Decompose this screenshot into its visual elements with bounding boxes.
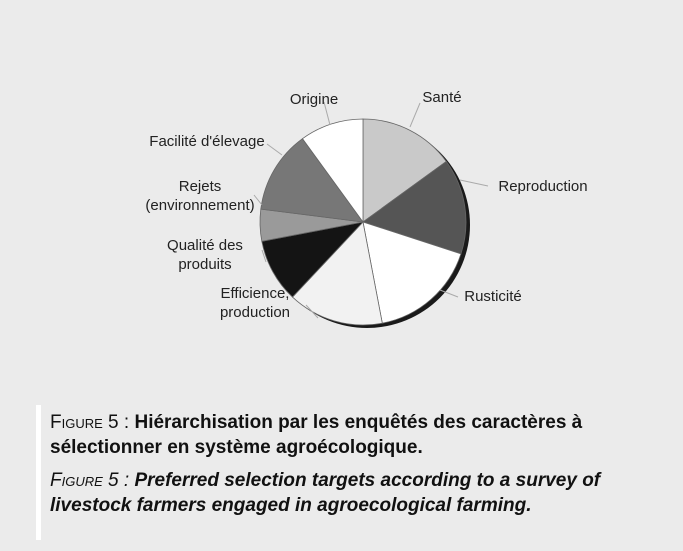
slice-label: Rejets (environnement) xyxy=(145,178,255,214)
caption-en: Figure 5 : Preferred selection targets a… xyxy=(50,468,670,518)
slice-label: Origine xyxy=(289,91,339,108)
caption-fr: Figure 5 : Hiérarchisation par les enquê… xyxy=(50,410,670,460)
caption-label: Figure 5 : xyxy=(50,412,130,433)
pie-slice xyxy=(362,160,467,255)
slice-label: Efficience, production xyxy=(219,285,291,321)
pie-slice xyxy=(362,118,447,223)
chart xyxy=(253,101,489,328)
caption-text: Hiérarchisation par les enquêtés des car… xyxy=(50,412,583,458)
slice-label: Reproduction xyxy=(498,178,588,195)
leader-lines xyxy=(253,101,489,319)
slice-label: Facilité d'élevage xyxy=(149,133,265,150)
slice-label: Santé xyxy=(422,89,462,106)
pie-slice xyxy=(260,138,364,223)
pie-slice xyxy=(362,221,462,324)
slice-label: Rusticité xyxy=(464,288,522,305)
pie-slice xyxy=(291,221,383,326)
caption-bar xyxy=(36,405,41,540)
caption-text: Preferred selection targets according to… xyxy=(50,470,601,516)
pie-slice xyxy=(301,118,364,224)
caption-label: Figure 5 : xyxy=(50,470,130,491)
slice-label: Qualité des produits xyxy=(167,237,243,273)
